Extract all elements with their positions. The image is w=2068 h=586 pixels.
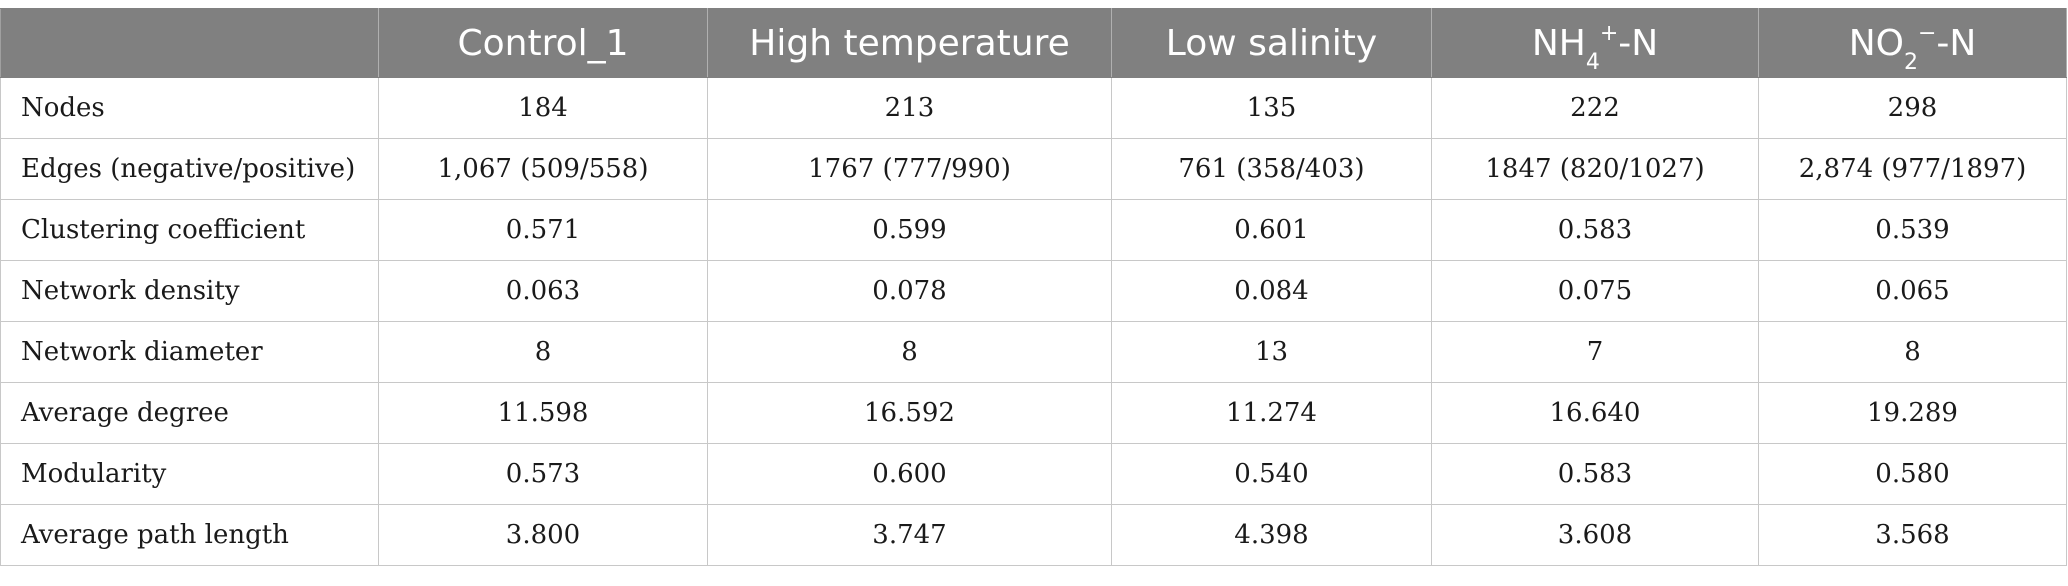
row-label: Nodes	[0, 77, 379, 139]
header-no2-superscript: −	[1917, 20, 1937, 46]
table-cell: 16.640	[1431, 382, 1759, 444]
table-cell: 13	[1111, 321, 1432, 383]
header-nh4-subscript: 4	[1585, 49, 1600, 75]
header-no2-base: NO	[1848, 22, 1904, 64]
table-cell: 8	[378, 321, 708, 383]
table-cell: 0.075	[1431, 260, 1759, 322]
table-cell: 0.063	[378, 260, 708, 322]
table-cell: 0.540	[1111, 443, 1432, 505]
table-row: Network diameter 8 8 13 7 8	[0, 321, 2067, 383]
table-row: Clustering coefficient 0.571 0.599 0.601…	[0, 199, 2067, 261]
row-label: Average path length	[0, 504, 379, 566]
table-cell: 0.078	[707, 260, 1112, 322]
table-cell: 16.592	[707, 382, 1112, 444]
row-label: Modularity	[0, 443, 379, 505]
header-no2-subscript: 2	[1903, 49, 1918, 75]
table-cell: 11.274	[1111, 382, 1432, 444]
header-nh4-base: NH	[1531, 22, 1586, 64]
table-cell: 184	[378, 77, 708, 139]
table-cell: 0.601	[1111, 199, 1432, 261]
table-cell: 0.580	[1758, 443, 2067, 505]
table-cell: 1767 (777/990)	[707, 138, 1112, 200]
table-cell: 0.539	[1758, 199, 2067, 261]
table-cell: 0.065	[1758, 260, 2067, 322]
table-cell: 213	[707, 77, 1112, 139]
network-properties-table: Control_1 High temperature Low salinity …	[0, 8, 2067, 566]
table-cell: 11.598	[378, 382, 708, 444]
header-control-1: Control_1	[378, 8, 708, 78]
table-cell: 19.289	[1758, 382, 2067, 444]
table-cell: 7	[1431, 321, 1759, 383]
table-cell: 0.571	[378, 199, 708, 261]
header-nh4-n: NH4 +-N	[1431, 8, 1759, 78]
table-cell: 3.800	[378, 504, 708, 566]
table-cell: 0.573	[378, 443, 708, 505]
header-no2-suffix: -N	[1936, 22, 1977, 64]
table-cell: 761 (358/403)	[1111, 138, 1432, 200]
table-row: Modularity 0.573 0.600 0.540 0.583 0.580	[0, 443, 2067, 505]
table-cell: 1847 (820/1027)	[1431, 138, 1759, 200]
table-cell: 135	[1111, 77, 1432, 139]
table-cell: 0.583	[1431, 199, 1759, 261]
table-row: Edges (negative/positive) 1,067 (509/558…	[0, 138, 2067, 200]
table-row: Network density 0.063 0.078 0.084 0.075 …	[0, 260, 2067, 322]
row-label: Network diameter	[0, 321, 379, 383]
header-nh4-suffix: -N	[1618, 22, 1659, 64]
table-cell: 8	[1758, 321, 2067, 383]
row-label: Edges (negative/positive)	[0, 138, 379, 200]
table-cell: 3.747	[707, 504, 1112, 566]
network-properties-table-container: Control_1 High temperature Low salinity …	[0, 8, 2067, 566]
table-header-row: Control_1 High temperature Low salinity …	[0, 8, 2067, 78]
table-row: Nodes 184 213 135 222 298	[0, 77, 2067, 139]
header-nh4-superscript: +	[1599, 20, 1619, 46]
table-cell: 298	[1758, 77, 2067, 139]
row-label: Network density	[0, 260, 379, 322]
table-cell: 3.608	[1431, 504, 1759, 566]
table-row: Average degree 11.598 16.592 11.274 16.6…	[0, 382, 2067, 444]
table-cell: 2,874 (977/1897)	[1758, 138, 2067, 200]
table-cell: 0.599	[707, 199, 1112, 261]
table-row: Average path length 3.800 3.747 4.398 3.…	[0, 504, 2067, 566]
table-cell: 0.084	[1111, 260, 1432, 322]
header-no2-n: NO2 −-N	[1758, 8, 2067, 78]
header-low-salinity: Low salinity	[1111, 8, 1432, 78]
table-cell: 222	[1431, 77, 1759, 139]
row-label: Average degree	[0, 382, 379, 444]
table-cell: 1,067 (509/558)	[378, 138, 708, 200]
table-cell: 0.600	[707, 443, 1112, 505]
table-cell: 3.568	[1758, 504, 2067, 566]
table-cell: 4.398	[1111, 504, 1432, 566]
header-empty-cell	[0, 8, 379, 78]
table-cell: 8	[707, 321, 1112, 383]
header-high-temperature: High temperature	[707, 8, 1112, 78]
row-label: Clustering coefficient	[0, 199, 379, 261]
table-cell: 0.583	[1431, 443, 1759, 505]
